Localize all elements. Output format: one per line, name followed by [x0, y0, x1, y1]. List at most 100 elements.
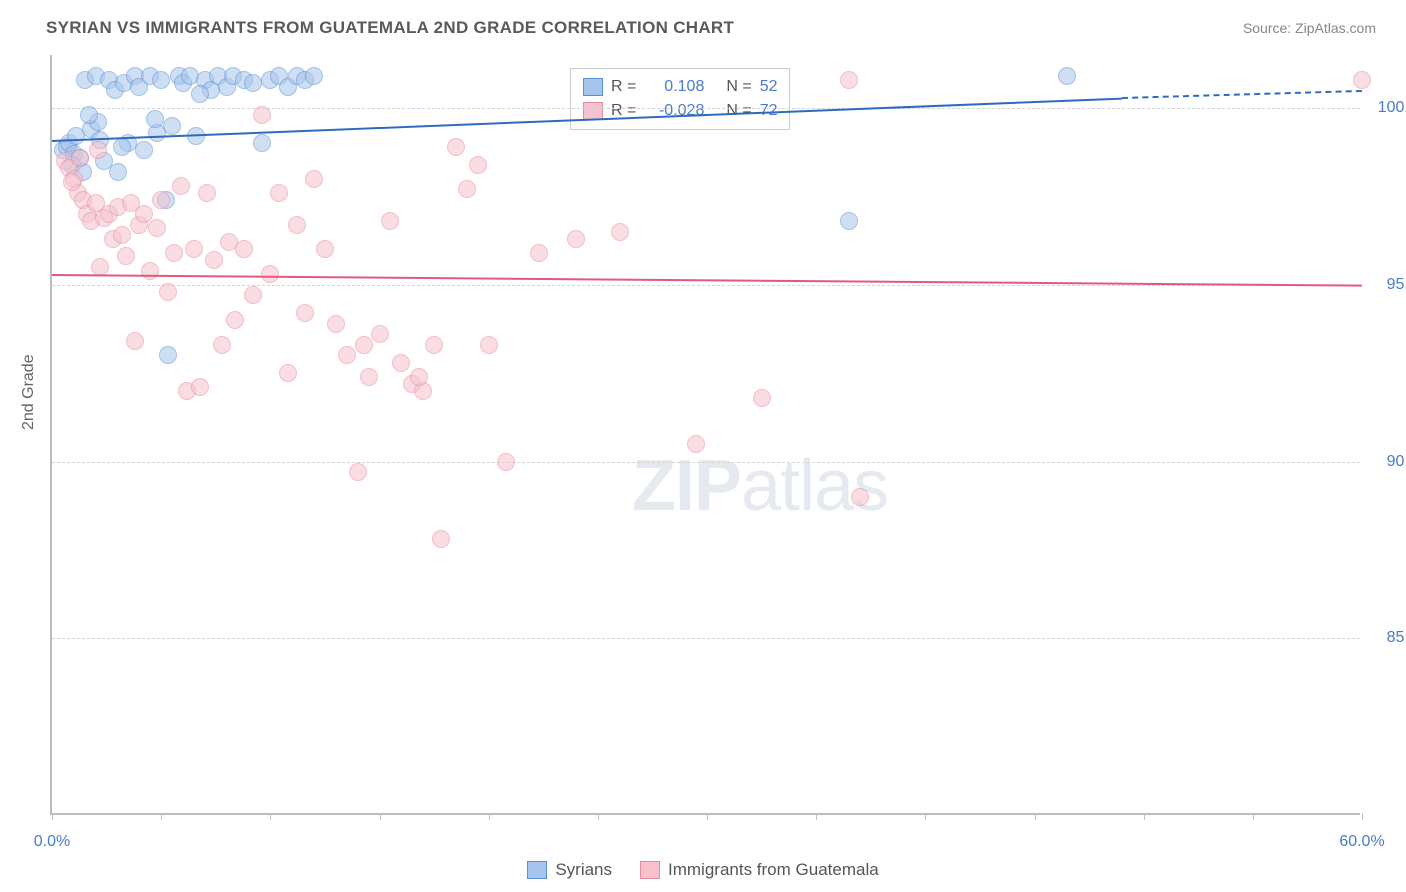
legend-item-guatemala: Immigrants from Guatemala — [640, 860, 879, 880]
legend-swatch-guatemala — [640, 861, 660, 879]
legend-item-syrians: Syrians — [527, 860, 612, 880]
data-point — [480, 336, 498, 354]
plot-area: ZIPatlas R =0.108N =52R =-0.028N =72 85.… — [50, 55, 1360, 815]
data-point — [567, 230, 585, 248]
x-tick — [1035, 813, 1036, 820]
data-point — [172, 177, 190, 195]
data-point — [381, 212, 399, 230]
data-point — [279, 364, 297, 382]
source-attribution: Source: ZipAtlas.com — [1243, 20, 1376, 36]
data-point — [253, 134, 271, 152]
data-point — [316, 240, 334, 258]
data-point — [141, 262, 159, 280]
data-point — [753, 389, 771, 407]
data-point — [355, 336, 373, 354]
data-point — [113, 226, 131, 244]
data-point — [159, 346, 177, 364]
y-tick-label: 100.0% — [1378, 99, 1406, 117]
data-point — [89, 141, 107, 159]
correlation-legend: R =0.108N =52R =-0.028N =72 — [570, 68, 790, 130]
legend-swatch — [583, 78, 603, 96]
data-point — [198, 184, 216, 202]
data-point — [165, 244, 183, 262]
x-tick — [1144, 813, 1145, 820]
legend-swatch-syrians — [527, 861, 547, 879]
data-point — [840, 212, 858, 230]
bottom-legend: Syrians Immigrants from Guatemala — [0, 860, 1406, 880]
trend-line-dashed — [1122, 90, 1362, 99]
data-point — [148, 219, 166, 237]
data-point — [63, 173, 81, 191]
x-tick — [52, 813, 53, 820]
data-point — [261, 265, 279, 283]
data-point — [530, 244, 548, 262]
data-point — [611, 223, 629, 241]
data-point — [305, 170, 323, 188]
data-point — [425, 336, 443, 354]
legend-label-guatemala: Immigrants from Guatemala — [668, 860, 879, 880]
data-point — [146, 110, 164, 128]
data-point — [109, 163, 127, 181]
data-point — [1058, 67, 1076, 85]
data-point — [851, 488, 869, 506]
data-point — [213, 336, 231, 354]
data-point — [1353, 71, 1371, 89]
data-point — [338, 346, 356, 364]
data-point — [687, 435, 705, 453]
data-point — [410, 368, 428, 386]
data-point — [205, 251, 223, 269]
data-point — [117, 247, 135, 265]
x-tick — [1253, 813, 1254, 820]
data-point — [163, 117, 181, 135]
watermark: ZIPatlas — [632, 445, 888, 527]
data-point — [244, 286, 262, 304]
data-point — [327, 315, 345, 333]
x-tick — [489, 813, 490, 820]
y-axis-label: 2nd Grade — [20, 354, 38, 430]
data-point — [235, 240, 253, 258]
data-point — [392, 354, 410, 372]
watermark-atlas: atlas — [741, 446, 888, 526]
data-point — [185, 240, 203, 258]
y-tick-label: 95.0% — [1387, 276, 1406, 294]
data-point — [458, 180, 476, 198]
data-point — [152, 191, 170, 209]
data-point — [226, 311, 244, 329]
data-point — [296, 304, 314, 322]
data-point — [71, 149, 89, 167]
x-tick — [598, 813, 599, 820]
x-tick — [707, 813, 708, 820]
data-point — [191, 378, 209, 396]
legend-n-value: 52 — [760, 78, 778, 96]
watermark-zip: ZIP — [632, 446, 741, 526]
legend-n-label: N = — [726, 78, 751, 96]
data-point — [270, 184, 288, 202]
data-point — [113, 138, 131, 156]
data-point — [447, 138, 465, 156]
data-point — [126, 332, 144, 350]
data-point — [432, 530, 450, 548]
data-point — [244, 74, 262, 92]
x-tick — [816, 813, 817, 820]
data-point — [469, 156, 487, 174]
x-tick — [380, 813, 381, 820]
legend-r-label: R = — [611, 78, 636, 96]
x-tick — [925, 813, 926, 820]
grid-line — [52, 108, 1360, 109]
x-tick-label: 0.0% — [34, 833, 70, 851]
legend-n-label: N = — [726, 102, 751, 120]
data-point — [253, 106, 271, 124]
data-point — [152, 71, 170, 89]
data-point — [349, 463, 367, 481]
data-point — [360, 368, 378, 386]
legend-label-syrians: Syrians — [555, 860, 612, 880]
data-point — [371, 325, 389, 343]
chart-title: SYRIAN VS IMMIGRANTS FROM GUATEMALA 2ND … — [46, 18, 734, 38]
grid-line — [52, 638, 1360, 639]
data-point — [80, 106, 98, 124]
x-tick — [1362, 813, 1363, 820]
data-point — [135, 141, 153, 159]
x-tick — [270, 813, 271, 820]
y-tick-label: 85.0% — [1387, 629, 1406, 647]
data-point — [191, 85, 209, 103]
